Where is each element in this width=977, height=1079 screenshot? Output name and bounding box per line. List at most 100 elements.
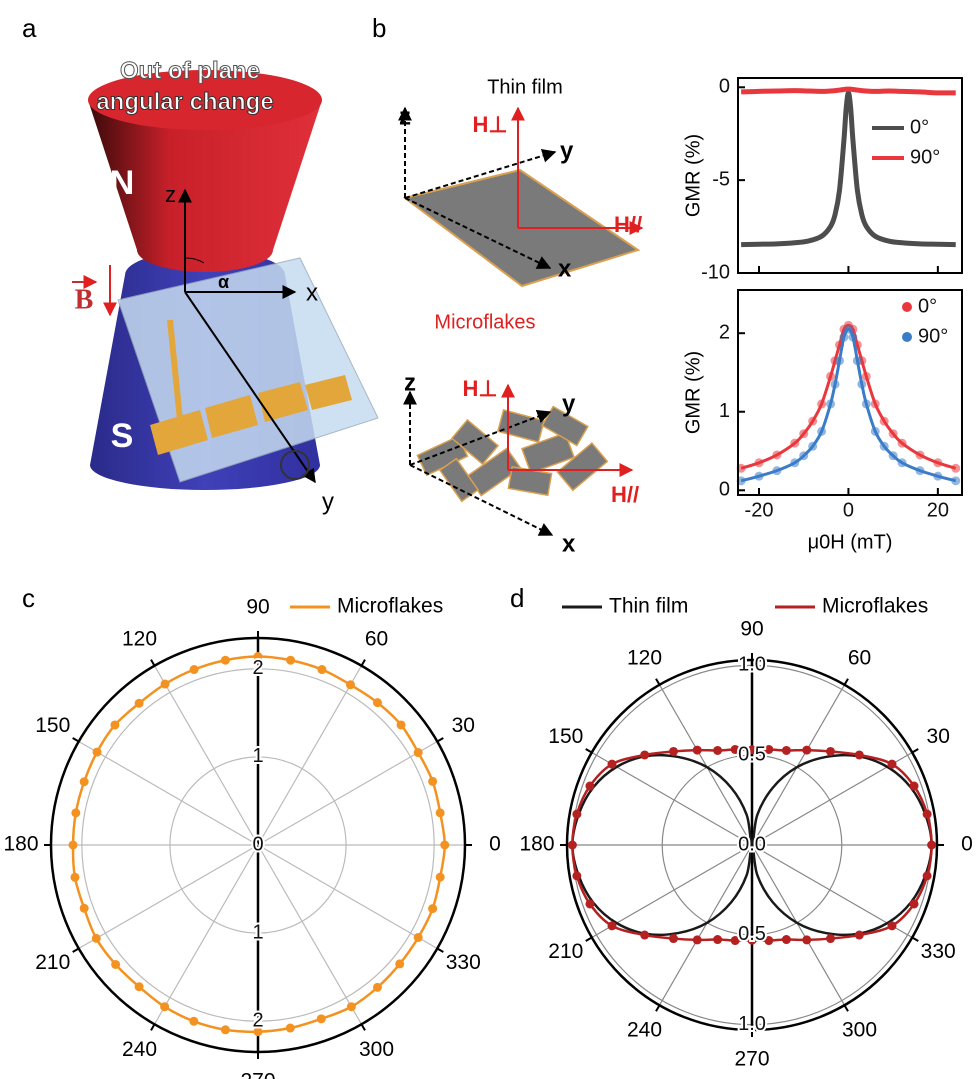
data-point: [855, 931, 864, 940]
angle-label: 180: [3, 833, 38, 856]
legend-label: 90°: [918, 325, 948, 347]
data-point: [160, 1002, 169, 1011]
grid-line: [79, 742, 258, 846]
angle-label: 300: [842, 1019, 877, 1042]
r-tick-label: 0.5: [738, 923, 766, 945]
data-point: [887, 760, 896, 769]
data-point: [669, 747, 678, 756]
panel-label: d: [510, 583, 524, 613]
angle-label: 90: [740, 618, 763, 641]
panel-label: a: [22, 13, 37, 43]
axis-label: y: [560, 137, 574, 164]
r-tick-label: 0: [252, 833, 263, 855]
r-tick-label: 1: [252, 921, 263, 943]
data-point: [286, 1024, 295, 1033]
angle-label: 180: [519, 833, 554, 856]
data-point: [69, 841, 78, 850]
figure: a b c d Out of plane angular change N S …: [0, 0, 977, 1079]
angle-label: 150: [35, 714, 70, 737]
legend-label: 90°: [910, 146, 940, 168]
data-point: [640, 750, 649, 759]
data-point: [189, 1017, 198, 1026]
field-label: B: [75, 284, 94, 315]
grid-line: [258, 742, 437, 846]
x-tick-label: 0: [843, 499, 854, 521]
data-point: [317, 1014, 326, 1023]
x-axis-label: μ0H (mT): [808, 531, 893, 553]
field-label: H⊥: [472, 112, 507, 137]
axis-label: x: [562, 530, 576, 557]
angle-label: 60: [365, 627, 388, 650]
legend-label: Thin film: [609, 595, 688, 618]
data-point: [572, 871, 581, 880]
annotation: Thin film: [487, 76, 563, 98]
angle-label: 0: [489, 833, 501, 856]
data-point: [347, 1002, 356, 1011]
data-point: [923, 810, 932, 819]
data-point: [927, 841, 936, 850]
legend-marker: [902, 332, 912, 342]
r-tick-label: 0.5: [738, 743, 766, 765]
angle-label: 30: [927, 725, 950, 748]
data-point: [80, 777, 89, 786]
grid-line: [155, 666, 259, 845]
r-tick-label: 0.0: [738, 833, 766, 855]
data-point: [923, 871, 932, 880]
y-tick-label: -5: [712, 168, 730, 190]
data-point: [395, 959, 404, 968]
angle-label: 240: [627, 1019, 662, 1042]
grid-line: [258, 845, 362, 1024]
grid-line: [79, 845, 258, 949]
y-tick-label: 2: [719, 321, 730, 343]
data-point: [436, 808, 445, 817]
data-point: [346, 680, 355, 689]
grid-line: [258, 845, 437, 949]
legend-label: 0°: [918, 295, 937, 317]
data-point: [713, 746, 722, 755]
pole-label: S: [111, 417, 134, 455]
data-point: [782, 935, 791, 944]
data-point: [92, 934, 101, 943]
data-point: [80, 904, 89, 913]
annotation: Microflakes: [434, 311, 535, 333]
data-point: [428, 777, 437, 786]
data-point: [436, 873, 445, 882]
y-axis-label: GMR (%): [682, 134, 704, 217]
angle-label: 60: [848, 646, 871, 669]
grid-line: [258, 666, 362, 845]
data-point: [161, 680, 170, 689]
data-point: [190, 665, 199, 674]
angle-label: 270: [240, 1070, 275, 1079]
data-point: [855, 750, 864, 759]
angle-label: 0: [961, 833, 973, 856]
data-point: [782, 746, 791, 755]
y-tick-label: 0: [719, 479, 730, 501]
data-point: [397, 720, 406, 729]
data-point: [713, 935, 722, 944]
data-point: [826, 747, 835, 756]
data-point: [135, 982, 144, 991]
data-point: [910, 782, 919, 791]
axis-label: y: [562, 390, 576, 417]
data-point: [111, 960, 120, 969]
r-tick-label: 1.0: [738, 654, 766, 676]
pole-label: N: [110, 164, 135, 202]
angle-label: 210: [548, 940, 583, 963]
r-tick-label: 2: [252, 1009, 263, 1031]
angle-label: 210: [35, 951, 70, 974]
data-point: [221, 1025, 230, 1034]
data-point: [373, 698, 382, 707]
data-point: [608, 921, 617, 930]
axis-label: z: [165, 182, 176, 207]
angle-label: 330: [921, 940, 956, 963]
data-point: [693, 746, 702, 755]
data-point: [286, 656, 295, 665]
data-point: [414, 748, 423, 757]
data-point: [608, 760, 617, 769]
data-point: [71, 808, 80, 817]
data-point: [572, 810, 581, 819]
data-point: [221, 656, 230, 665]
data-point: [110, 720, 119, 729]
data-point: [802, 935, 811, 944]
field-label: H//: [614, 212, 642, 237]
